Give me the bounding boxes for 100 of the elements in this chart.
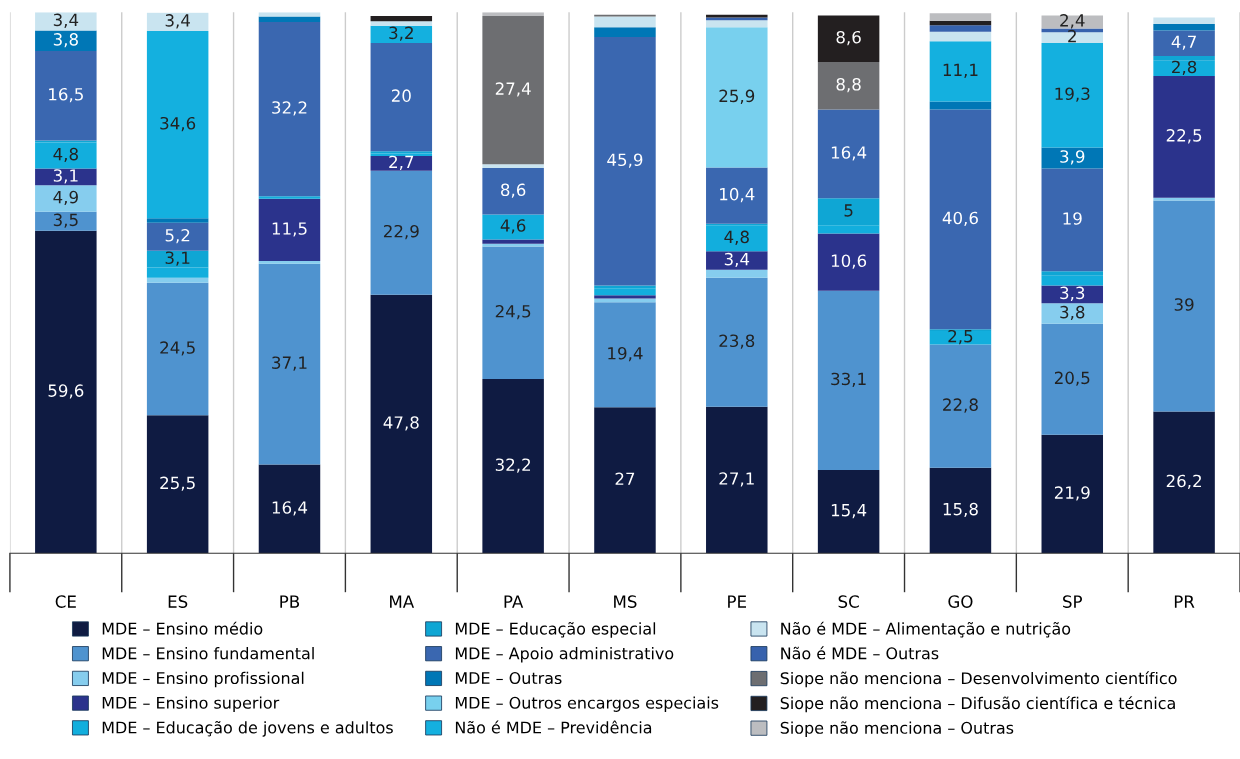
data-label: 8,6	[836, 30, 861, 46]
bar	[929, 20, 992, 26]
data-label: 2,4	[1060, 14, 1085, 29]
bar	[1041, 303, 1104, 324]
bar	[706, 251, 768, 270]
data-label: 10,6	[831, 254, 867, 269]
data-label: 20	[391, 89, 411, 102]
data-label: 4,9	[53, 190, 78, 206]
bar	[929, 31, 992, 42]
bar	[1041, 168, 1104, 272]
bar	[817, 290, 880, 470]
bar	[146, 218, 209, 223]
bar	[929, 344, 992, 468]
data-label: 19	[1063, 212, 1082, 225]
data-label: 40,6	[942, 211, 978, 226]
legend-label: Siope não menciona – Desenvolvimento científico	[780, 671, 1177, 688]
bar	[482, 15, 544, 165]
bar	[929, 25, 992, 32]
data-label: 20,5	[1054, 371, 1090, 386]
data-label: 8,8	[836, 77, 861, 93]
legend-label: MDE – Ensino profissional	[102, 671, 304, 688]
data-label: 27,1	[719, 472, 754, 487]
bar	[146, 277, 209, 283]
bar	[594, 37, 656, 286]
bar	[370, 21, 433, 26]
legend-label: Siope não menciona – Difusão científica e técnica	[780, 696, 1175, 713]
bar	[1153, 30, 1215, 56]
legend-label: MDE – Apoio administrativo	[455, 647, 674, 663]
bar	[35, 142, 97, 169]
x-tick-label: PA	[504, 595, 524, 608]
data-label: 27	[615, 472, 635, 485]
bar	[370, 294, 433, 554]
bar	[1041, 42, 1104, 148]
legend-label: Não é MDE – Alimentação e nutrição	[781, 621, 1071, 638]
bar	[817, 61, 880, 110]
data-label: 32,2	[495, 458, 531, 473]
legend-label: MDE – Ensino fundamental	[102, 647, 314, 660]
bar	[370, 42, 433, 152]
data-label: 4,7	[1171, 35, 1196, 50]
x-tick-label: PB	[280, 595, 300, 608]
data-label: 22,8	[943, 398, 978, 413]
data-label: 39	[1174, 298, 1194, 311]
bar	[146, 222, 209, 251]
bar	[1153, 17, 1215, 25]
bar	[258, 16, 321, 22]
x-tick-label: PR	[1174, 595, 1195, 608]
bar	[1153, 200, 1215, 412]
data-label: 45,9	[607, 153, 643, 168]
bar	[258, 21, 321, 197]
bar	[35, 12, 97, 31]
bar	[1153, 411, 1215, 554]
data-label: 4,8	[53, 147, 78, 163]
x-tick-label: CE	[55, 595, 76, 608]
bar	[482, 239, 544, 244]
bar	[35, 185, 97, 212]
data-label: 3,5	[53, 213, 78, 228]
legend-label: MDE – Educação de jovens e adultos	[102, 720, 393, 737]
bar	[929, 467, 992, 554]
data-label: 2,8	[1172, 60, 1197, 75]
data-label: 3,4	[165, 14, 190, 29]
bar	[1153, 24, 1215, 31]
data-label: 2,7	[389, 155, 414, 170]
bar	[370, 170, 433, 295]
bar	[594, 407, 656, 554]
data-label: 2	[1068, 29, 1076, 43]
bar	[482, 246, 544, 380]
bar	[594, 298, 656, 303]
data-label: 8,6	[501, 183, 526, 198]
bar	[706, 20, 768, 28]
bar	[706, 406, 768, 554]
data-label: 3,2	[389, 26, 413, 41]
bar	[929, 41, 992, 102]
data-label: 3,1	[165, 251, 190, 266]
data-label: 32,2	[272, 101, 307, 116]
x-tick-label: SP	[1063, 595, 1083, 608]
legend-label: MDE – Outras	[455, 672, 562, 685]
bar	[482, 379, 544, 554]
bar	[706, 269, 768, 278]
data-label: 16,5	[49, 87, 83, 103]
data-label: 19,4	[608, 346, 643, 362]
bar	[817, 15, 880, 62]
bar	[706, 167, 768, 224]
bar	[594, 16, 656, 28]
x-tick-label: GO	[948, 595, 973, 608]
bar	[594, 302, 656, 408]
legend-label: MDE – Ensino superior	[102, 696, 280, 712]
data-label: 11,1	[943, 63, 978, 78]
data-label: 47,8	[383, 416, 419, 431]
data-label: 22,9	[383, 224, 419, 240]
bar	[929, 13, 992, 21]
data-label: 16,4	[272, 501, 308, 516]
bar	[1153, 60, 1215, 76]
data-label: 5	[844, 204, 853, 217]
data-label: 15,8	[943, 502, 978, 518]
bar	[1041, 275, 1104, 286]
bar	[35, 30, 97, 52]
bar	[35, 230, 97, 554]
legend-label: MDE – Outros encargos especiais	[455, 696, 719, 712]
data-label: 22,5	[1166, 129, 1202, 144]
data-label: 27,4	[495, 82, 531, 97]
